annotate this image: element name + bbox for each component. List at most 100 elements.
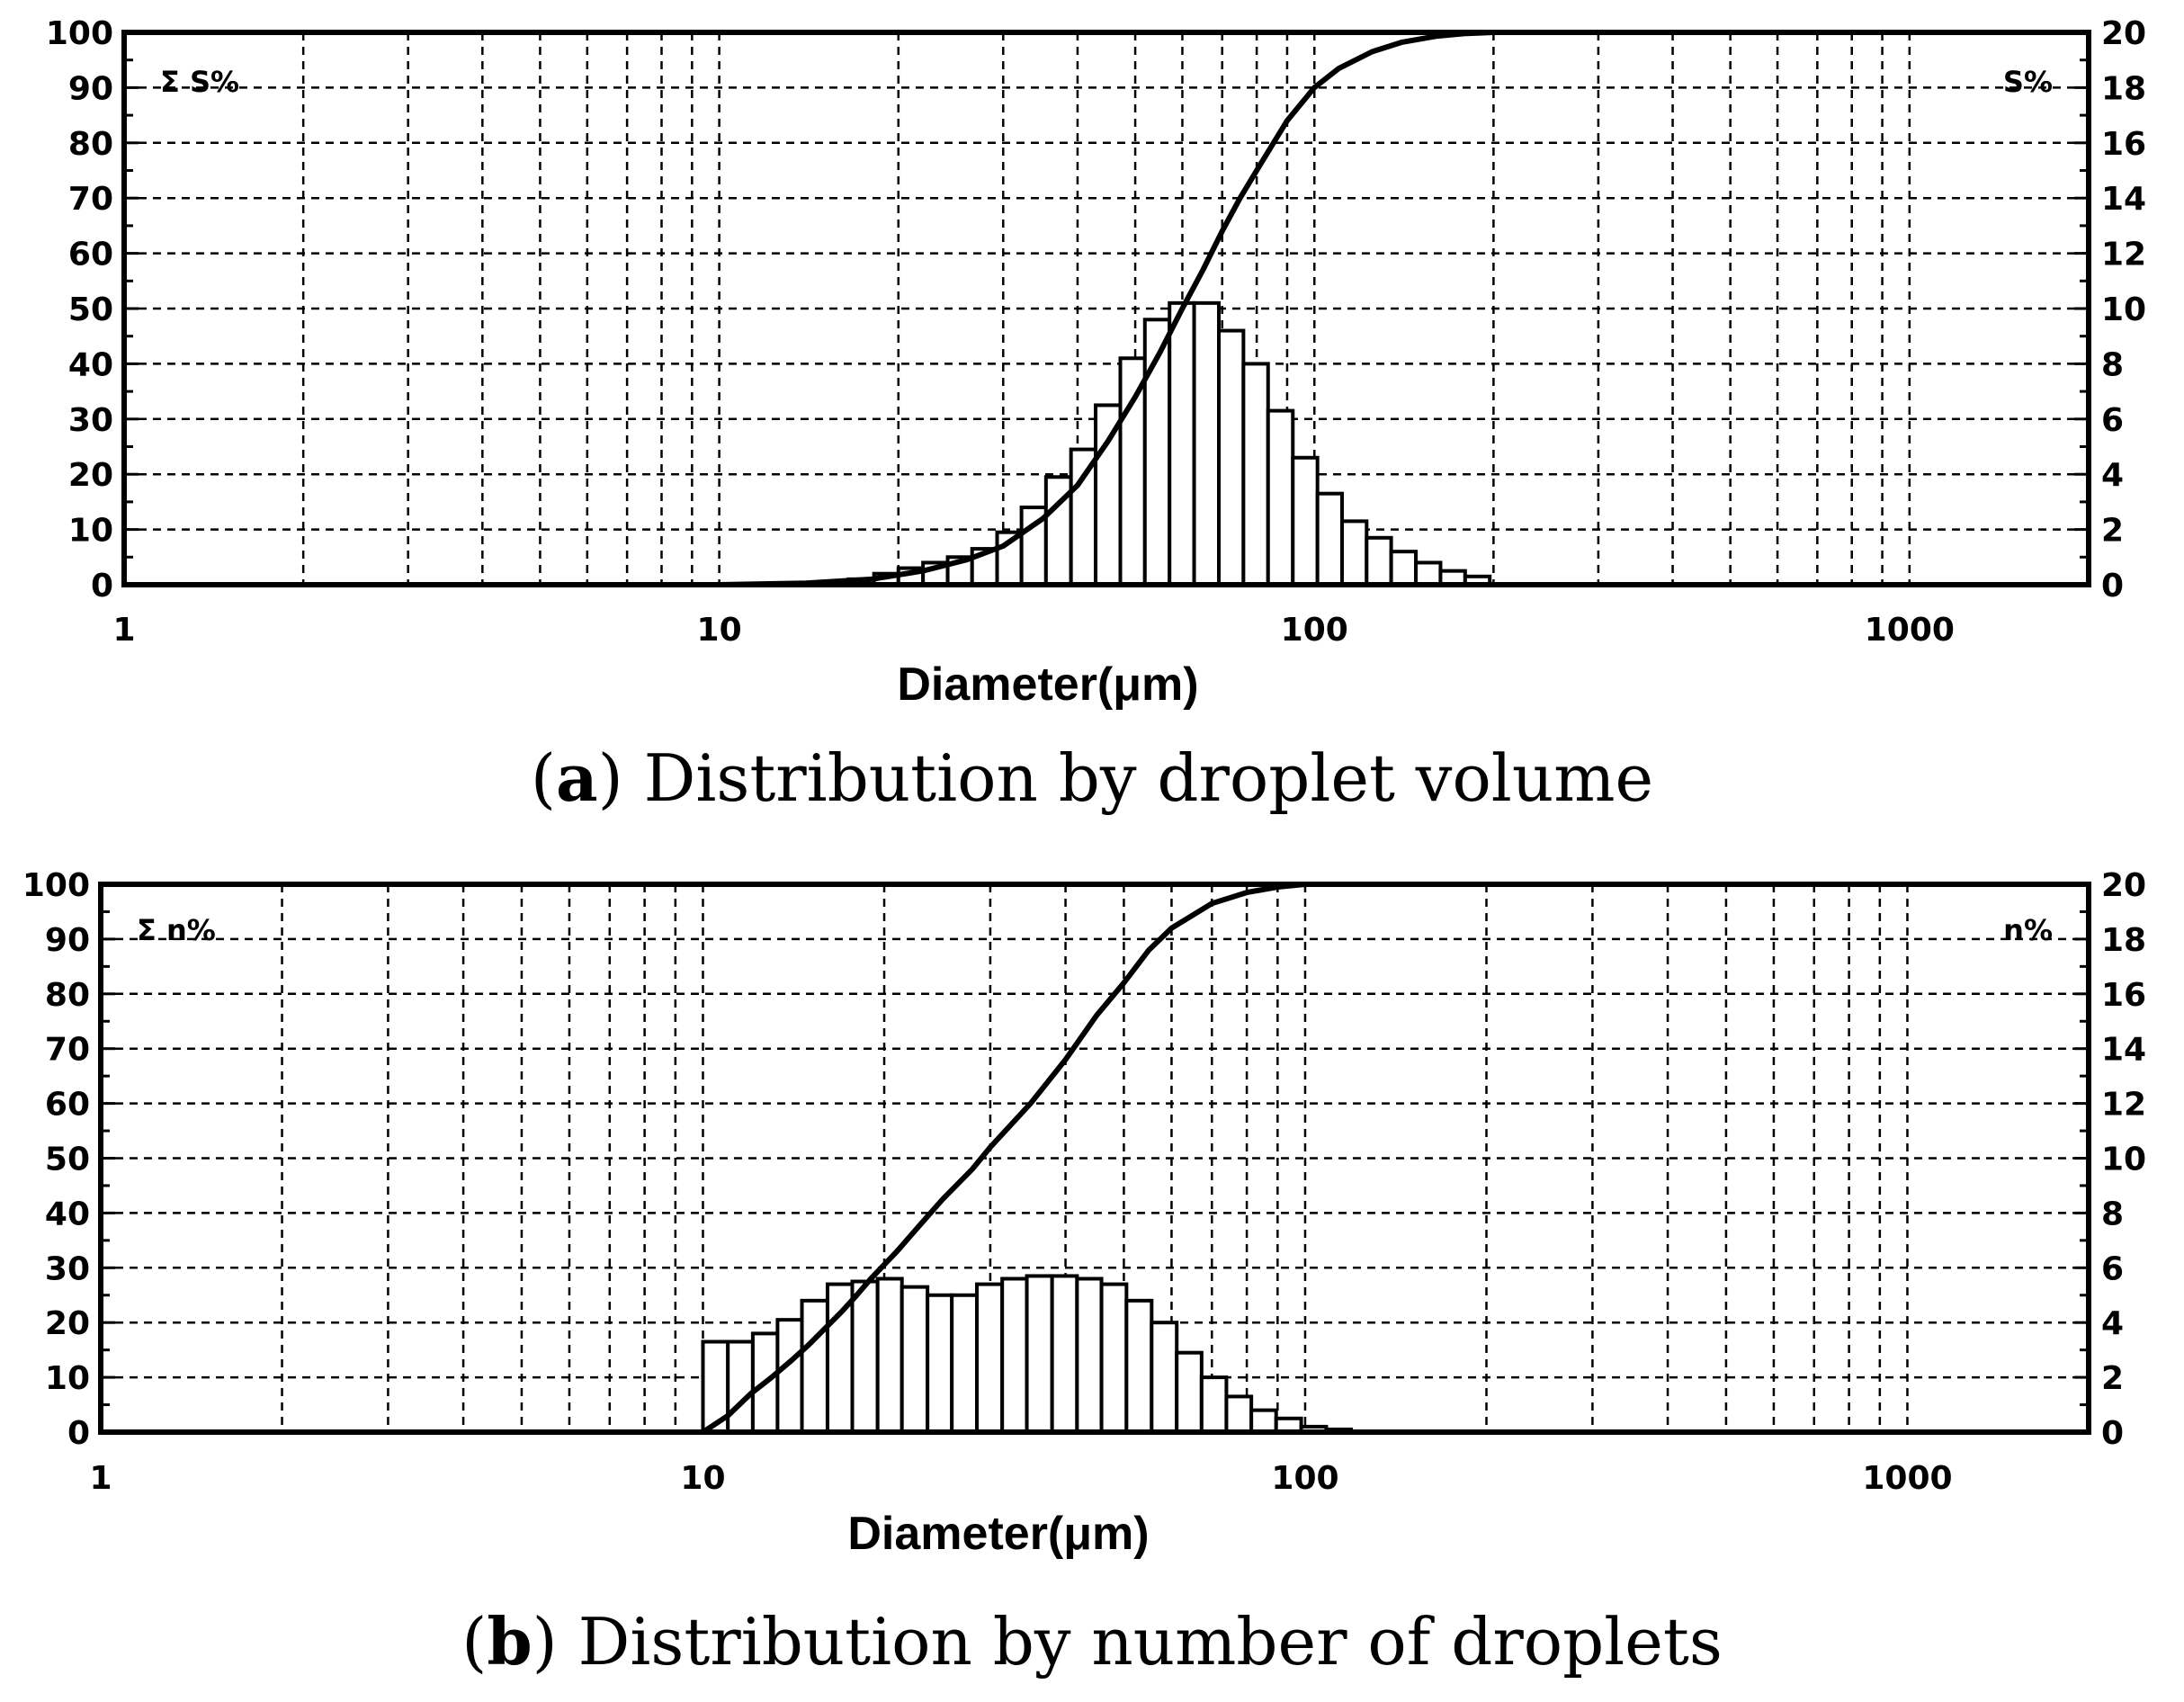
panel-a-right-tick-label: 20	[2101, 15, 2146, 52]
panel-b-right-tick-label: 12	[2101, 1087, 2146, 1124]
panel-b-x-tick-label: 10	[680, 1460, 725, 1497]
panel-b-hist-bar	[1124, 1298, 1154, 1434]
panel-a-left-tick-label: 30	[68, 402, 113, 439]
panel-b-cumulative-line	[701, 882, 2089, 1435]
panel-b-caption-letter: b	[487, 1603, 532, 1680]
panel-b-x-tick-label: 1	[89, 1460, 112, 1497]
panel-a-x-tick-label: 10	[697, 612, 742, 649]
panel-b-right-tick-label: 4	[2101, 1305, 2124, 1342]
panel-a-caption-letter: a	[556, 739, 598, 816]
panel-b-left-tick-label: 20	[45, 1305, 90, 1342]
panel-a-right-tick-label: 10	[2101, 291, 2146, 328]
panel-a-caption-text: ) Distribution by droplet volume	[598, 740, 1653, 816]
panel-a-right-tick-label: 8	[2101, 346, 2124, 383]
panel-b-left-axis-label: Σ n%	[137, 913, 216, 947]
panel-a-hist-bar	[1241, 362, 1270, 587]
panel-b-hist-bar	[1075, 1276, 1104, 1434]
panel-a-caption: (a) Distribution by droplet volume	[531, 739, 1653, 816]
panel-a-hist-bar	[1414, 560, 1443, 587]
panel-a-left-tick-label: 80	[68, 126, 113, 163]
panel-b-right-tick-label: 2	[2101, 1360, 2124, 1397]
panel-b-x-tick-label: 1000	[1862, 1460, 1952, 1497]
panel-b-hist-bar	[850, 1279, 880, 1435]
panel-b-caption: (b) Distribution by number of droplets	[461, 1603, 1723, 1680]
panel-a-right-tick-label: 12	[2101, 237, 2146, 273]
panel-a-x-tick-label: 100	[1281, 612, 1348, 649]
panel-b-hist-bar	[875, 1276, 904, 1434]
panel-a-right-tick-label: 6	[2101, 402, 2124, 439]
panel-b-hist-bar	[800, 1298, 829, 1434]
panel-b-right-axis-label: n%	[2003, 913, 2053, 947]
panel-a-left-tick-label: 10	[68, 513, 113, 550]
panel-a-caption-open-paren: (	[531, 740, 556, 816]
panel-b-left-tick-label: 60	[45, 1087, 90, 1124]
panel-b-left-tick-label: 70	[45, 1032, 90, 1069]
panel-a-left-tick-label: 50	[68, 291, 113, 328]
panel-a-cumulative-line	[719, 30, 2089, 587]
panel-a-left-tick-label: 100	[46, 15, 113, 52]
panel-b-chart: 0102030405060708090100024681012141618201…	[22, 867, 2146, 1680]
panel-a-chart: 0102030405060708090100024681012141618201…	[46, 15, 2146, 816]
panel-b-right-tick-label: 18	[2101, 922, 2146, 959]
panel-b-hist-bar	[1249, 1408, 1278, 1435]
panel-a-hist-bar	[1069, 447, 1098, 587]
panel-a-right-tick-label: 18	[2101, 70, 2146, 107]
panel-a-right-tick-label: 16	[2101, 126, 2146, 163]
panel-b-left-tick-label: 100	[22, 867, 90, 904]
panel-b-hist-bar	[1025, 1274, 1054, 1435]
panel-a-left-tick-label: 70	[68, 181, 113, 218]
panel-a-left-axis-label: Σ S%	[160, 65, 239, 99]
panel-b-left-tick-label: 10	[45, 1360, 90, 1397]
panel-b-hist-bar	[975, 1282, 1005, 1434]
panel-b-right-tick-label: 16	[2101, 977, 2146, 1014]
panel-b-hist-bar	[1050, 1274, 1079, 1435]
panel-b-right-tick-label: 8	[2101, 1196, 2124, 1232]
panel-a-left-tick-label: 40	[68, 346, 113, 383]
panel-a-left-tick-label: 20	[68, 457, 113, 494]
panel-a-hist-bar	[1217, 328, 1246, 587]
panel-a-hist-bar	[1192, 300, 1222, 587]
panel-b-right-tick-label: 0	[2101, 1415, 2124, 1452]
panel-a-right-tick-label: 14	[2101, 181, 2146, 218]
panel-b-hist-bar	[950, 1293, 980, 1434]
panel-b-hist-bar	[1224, 1394, 1254, 1435]
panel-b-right-tick-label: 6	[2101, 1250, 2124, 1287]
panel-b-x-axis-title: Diameter(μm)	[847, 1508, 1149, 1560]
panel-b-right-tick-label: 14	[2101, 1032, 2146, 1069]
panel-a-x-axis-title: Diameter(μm)	[897, 658, 1198, 711]
panel-b-x-tick-label: 100	[1271, 1460, 1338, 1497]
panel-b-right-tick-label: 20	[2101, 867, 2146, 904]
panel-b-caption-open-paren: (	[461, 1604, 487, 1680]
panel-a-x-tick-label: 1000	[1865, 612, 1955, 649]
panel-a-left-tick-label: 90	[68, 70, 113, 107]
panel-b-left-tick-label: 0	[67, 1415, 90, 1452]
panel-b-hist-bar	[1150, 1321, 1179, 1434]
panel-a-right-tick-label: 4	[2101, 457, 2124, 494]
panel-b-left-tick-label: 90	[45, 922, 90, 959]
panel-a-left-tick-label: 60	[68, 237, 113, 273]
panel-b-hist-bar	[1175, 1350, 1204, 1434]
panel-b-hist-bar	[775, 1318, 804, 1435]
panel-a-left-tick-label: 0	[91, 568, 113, 605]
panel-a-hist-bar	[1389, 550, 1419, 587]
panel-b-right-tick-label: 10	[2101, 1142, 2146, 1178]
panel-b-hist-bar	[726, 1339, 755, 1435]
panel-a-hist-bar	[1168, 300, 1196, 587]
panel-a-x-tick-label: 1	[112, 612, 135, 649]
panel-b-left-tick-label: 80	[45, 977, 90, 1014]
panel-b-hist-bar	[900, 1285, 930, 1434]
panel-a-right-tick-label: 2	[2101, 513, 2124, 550]
panel-a-hist-bar	[1315, 491, 1344, 587]
panel-a-hist-bar	[1365, 535, 1393, 587]
panel-b-hist-bar	[1099, 1282, 1129, 1434]
panel-b-left-tick-label: 50	[45, 1142, 90, 1178]
panel-b-hist-bar	[926, 1293, 954, 1434]
panel-b-left-tick-label: 30	[45, 1250, 90, 1287]
panel-b-left-tick-label: 40	[45, 1196, 90, 1232]
panel-a-hist-bar	[1339, 519, 1369, 587]
panel-a-right-tick-label: 0	[2101, 568, 2124, 605]
panel-a-hist-bar	[1266, 408, 1295, 587]
panel-a-hist-bar	[1291, 455, 1320, 587]
panel-b-hist-bar	[1199, 1375, 1229, 1434]
